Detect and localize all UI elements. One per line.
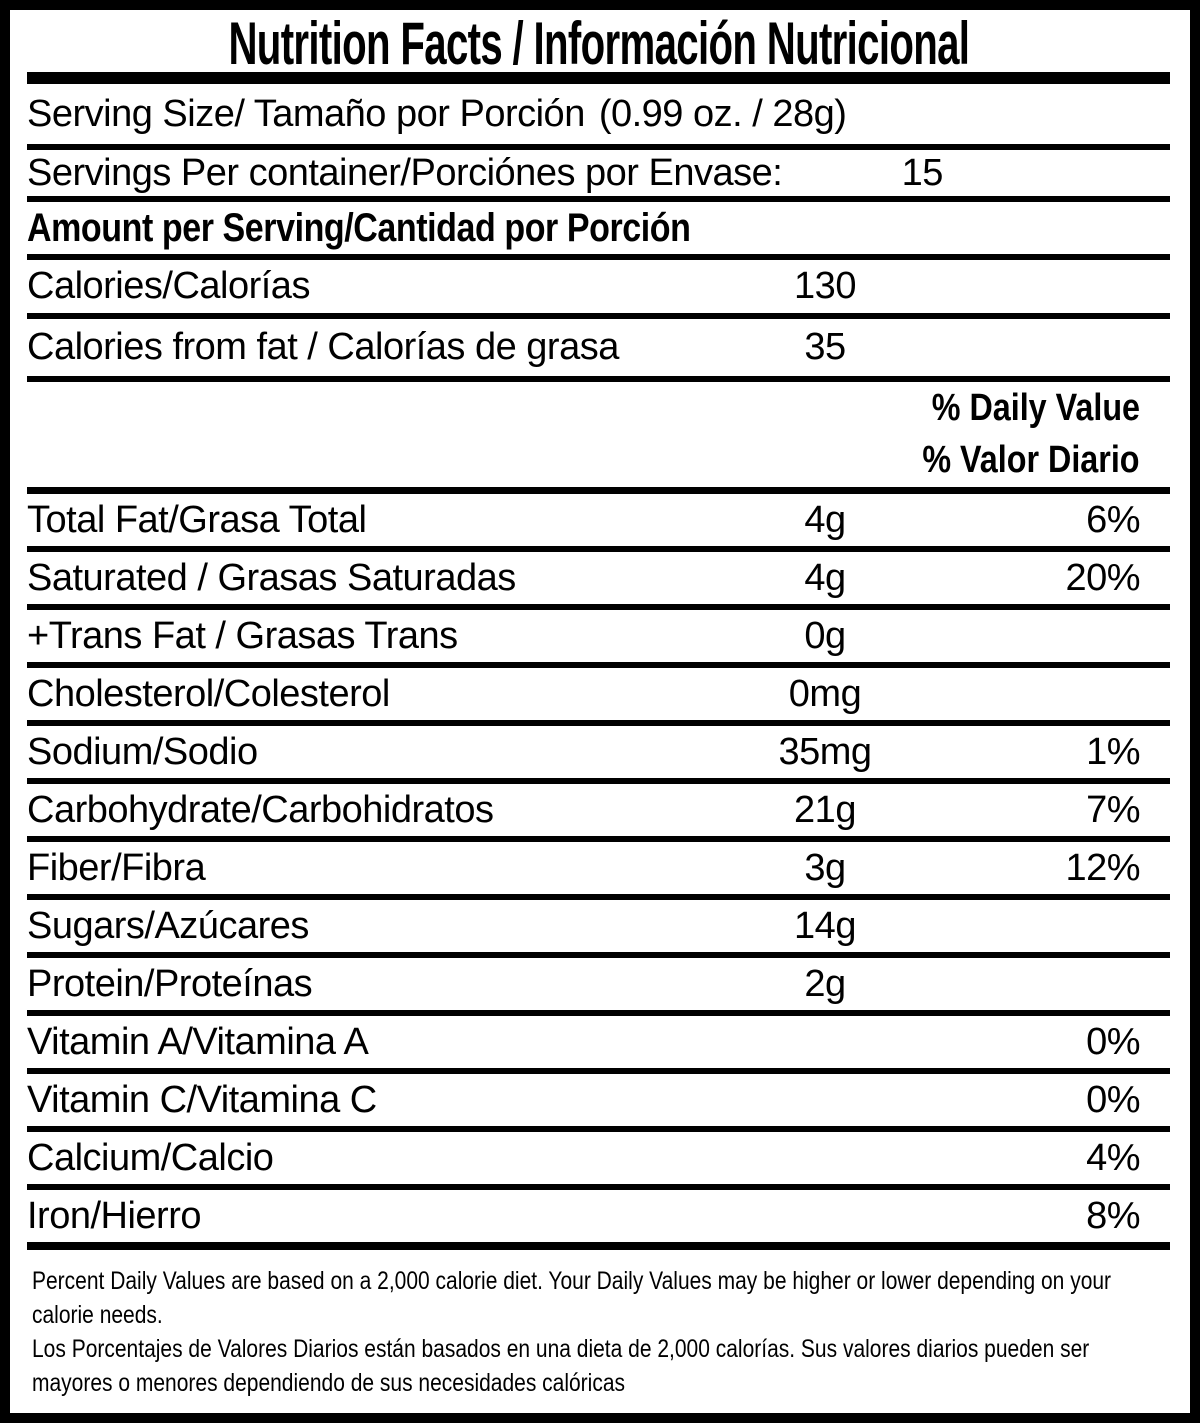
serving-size-value: (0.99 oz. / 28g) (598, 92, 847, 135)
nutrient-label: Iron/Hierro (27, 1194, 202, 1237)
nutrient-amount: 4g (804, 556, 846, 599)
serving-size-label: Serving Size/ Tamaño por Porción (27, 92, 585, 135)
daily-value-header: % Daily Value % Valor Diario (27, 382, 1170, 494)
nutrient-percent: 7% (1086, 788, 1140, 831)
nutrient-percent: 8% (1086, 1194, 1140, 1237)
nutrient-percent: 0% (1086, 1020, 1140, 1063)
nutrient-amount: 2g (804, 962, 846, 1005)
footnote-en-line1: Percent Daily Values are based on a 2,00… (32, 1267, 1112, 1295)
label-title-text: Nutrition Facts / Información Nutriciona… (228, 10, 970, 77)
servings-per-container-label: Servings Per container/Porciónes por Env… (27, 151, 783, 194)
nutrient-percent: 20% (1065, 556, 1140, 599)
nutrient-label: Protein/Proteínas (27, 962, 313, 1005)
nutrient-row-vitamin-a: Vitamin A/Vitamina A 0% (27, 1016, 1170, 1074)
nutrient-row-iron: Iron/Hierro 8% (27, 1190, 1170, 1250)
nutrient-percent: 4% (1086, 1136, 1140, 1179)
footnote-es-line1: Los Porcentajes de Valores Diarios están… (32, 1335, 1090, 1363)
nutrient-row-trans-fat: +Trans Fat / Grasas Trans 0g (27, 610, 1170, 668)
daily-value-header-es: % Valor Diario (922, 439, 1140, 482)
nutrient-label: Vitamin A/Vitamina A (27, 1020, 369, 1063)
footnote-es-line2: mayores o menores dependiendo de sus nec… (32, 1369, 626, 1397)
nutrient-amount: 4g (804, 498, 846, 541)
nutrient-row-sodium: Sodium/Sodio 35mg 1% (27, 726, 1170, 784)
nutrient-row-sugars: Sugars/Azúcares 14g (27, 900, 1170, 958)
label-title: Nutrition Facts / Información Nutriciona… (27, 10, 1170, 77)
nutrient-label: Sugars/Azúcares (27, 904, 309, 947)
calories-from-fat-amount: 35 (804, 326, 846, 368)
title-divider-bar (27, 72, 1170, 84)
nutrient-amount: 0mg (788, 672, 862, 715)
nutrient-percent: 6% (1086, 498, 1140, 541)
footnote-en-line2: calorie needs. (32, 1301, 163, 1329)
nutrient-label: Carbohydrate/Carbohidratos (27, 788, 494, 831)
nutrient-label: Vitamin C/Vitamina C (27, 1078, 377, 1121)
nutrient-amount: 21g (794, 788, 856, 831)
nutrient-row-cholesterol: Cholesterol/Colesterol 0mg (27, 668, 1170, 726)
nutrient-label: Cholesterol/Colesterol (27, 672, 390, 715)
servings-per-container-value: 15 (901, 151, 944, 194)
nutrient-label: Calcium/Calcio (27, 1136, 274, 1179)
nutrient-row-calcium: Calcium/Calcio 4% (27, 1132, 1170, 1190)
nutrient-label: Fiber/Fibra (27, 846, 206, 889)
nutrient-percent: 0% (1086, 1078, 1140, 1121)
nutrient-amount: 35mg (778, 730, 872, 773)
servings-per-container-row: Servings Per container/Porciónes por Env… (27, 150, 1170, 202)
nutrient-percent: 1% (1086, 730, 1140, 773)
amount-per-serving-header-text: Amount per Serving/Cantidad por Porción (27, 205, 691, 250)
nutrient-row-total-fat: Total Fat/Grasa Total 4g 6% (27, 494, 1170, 552)
calories-row: Calories/Calorías 130 (27, 260, 1170, 319)
calories-amount: 130 (794, 265, 856, 307)
nutrient-amount: 3g (804, 846, 846, 889)
nutrient-label: Sodium/Sodio (27, 730, 258, 773)
calories-label: Calories/Calorías (27, 265, 310, 307)
nutrient-percent: 12% (1065, 846, 1140, 889)
amount-per-serving-header: Amount per Serving/Cantidad por Porción (27, 202, 1170, 260)
calories-from-fat-row: Calories from fat / Calorías de grasa 35 (27, 319, 1170, 382)
serving-size-row: Serving Size/ Tamaño por Porción (0.99 oz… (27, 84, 1170, 150)
calories-from-fat-label: Calories from fat / Calorías de grasa (27, 326, 619, 368)
nutrient-row-protein: Protein/Proteínas 2g (27, 958, 1170, 1016)
nutrient-amount: 0g (804, 614, 846, 657)
nutrient-label: Total Fat/Grasa Total (27, 498, 367, 541)
nutrient-amount: 14g (794, 904, 856, 947)
nutrient-label: Saturated / Grasas Saturadas (27, 556, 516, 599)
nutrient-row-carbohydrate: Carbohydrate/Carbohidratos 21g 7% (27, 784, 1170, 842)
nutrient-row-fiber: Fiber/Fibra 3g 12% (27, 842, 1170, 900)
nutrient-label: +Trans Fat / Grasas Trans (27, 614, 458, 657)
nutrient-row-saturated-fat: Saturated / Grasas Saturadas 4g 20% (27, 552, 1170, 610)
serving-size-cell: Serving Size/ Tamaño por Porción (0.99 oz… (27, 93, 1170, 136)
footnote: Percent Daily Values are based on a 2,00… (27, 1250, 1170, 1400)
daily-value-header-en: % Daily Value (931, 386, 1140, 429)
nutrient-row-vitamin-c: Vitamin C/Vitamina C 0% (27, 1074, 1170, 1132)
